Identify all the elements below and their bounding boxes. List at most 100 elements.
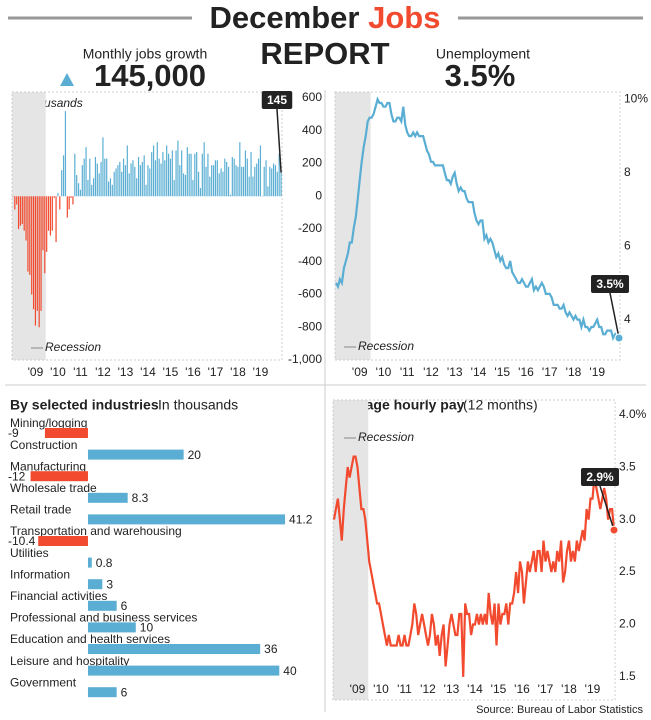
bar [143, 155, 145, 197]
bar [164, 160, 166, 197]
y-tick-label: 10% [624, 92, 648, 106]
bar [280, 172, 282, 197]
bar [179, 165, 181, 197]
bar [102, 137, 104, 197]
y-tick-label: 400 [302, 123, 322, 137]
bar [100, 161, 102, 197]
bar [166, 145, 168, 197]
x-tick-label: '18 [566, 365, 582, 379]
category-label: Leisure and hospitality [10, 654, 129, 668]
y-tick-label: -200 [298, 221, 322, 235]
bar [17, 196, 20, 230]
recession-label: Recession [358, 430, 414, 444]
bar [250, 152, 252, 197]
x-tick-label: '19 [253, 365, 269, 379]
bar [199, 188, 202, 197]
page-title: REPORT [260, 36, 389, 71]
bar [154, 160, 157, 197]
bar [190, 153, 192, 197]
bar [201, 153, 203, 197]
bar [12, 196, 14, 197]
callout-box [261, 91, 293, 109]
chart-subtitle: (12 months) [463, 397, 538, 413]
x-tick-label: '11 [73, 365, 88, 379]
x-tick-label: '15 [494, 365, 510, 379]
bar [38, 196, 40, 328]
bar [149, 168, 151, 197]
bar [117, 165, 119, 197]
bar [66, 196, 68, 218]
x-tick-label: '13 [118, 365, 134, 379]
value-label: -10.4 [8, 534, 36, 548]
callout-pointer [276, 108, 282, 173]
end-point [614, 333, 624, 343]
x-tick-label: '15 [491, 682, 507, 696]
callout-box [581, 468, 619, 486]
recession-shade [333, 400, 369, 700]
recession-shade [12, 92, 46, 360]
bar [160, 163, 162, 197]
callout-box [591, 275, 629, 293]
value-label: 36 [264, 642, 278, 656]
bar [91, 184, 93, 197]
bar [30, 471, 88, 482]
value-label: -9 [8, 426, 19, 440]
line [332, 455, 616, 677]
value-label: 8.3 [132, 491, 149, 505]
category-label: Construction [10, 438, 77, 452]
y-tick-label: 0 [315, 188, 322, 202]
x-tick-label: '18 [561, 682, 577, 696]
bar [181, 150, 183, 197]
bar [87, 449, 184, 460]
title-word: December [210, 0, 360, 35]
bar [182, 173, 185, 197]
value-label: 6 [121, 685, 128, 699]
bar [222, 171, 224, 197]
category-label: Mining/logging [10, 416, 87, 430]
title-word: Jobs [368, 0, 440, 35]
bar [79, 189, 82, 197]
bar [57, 193, 59, 197]
bar [211, 165, 213, 197]
x-tick-label: '19 [585, 682, 601, 696]
category-label: Financial activities [10, 589, 107, 603]
bar [169, 158, 172, 197]
bar [119, 161, 121, 197]
value-label: 40 [283, 664, 297, 678]
bar [162, 152, 164, 197]
bar [49, 196, 52, 236]
y-tick-label: 4.0% [619, 407, 647, 421]
x-tick-label: '14 [467, 682, 483, 696]
plot-frame [334, 91, 621, 361]
bar [167, 153, 170, 197]
bar [175, 150, 177, 197]
callout-pointer [609, 292, 620, 339]
bar [209, 176, 211, 197]
bar [257, 158, 260, 197]
bar [113, 171, 115, 197]
bar [70, 196, 72, 198]
y-tick-label: -1,000 [288, 352, 322, 366]
bar [77, 183, 80, 197]
headline: 145,000 [94, 58, 206, 93]
bar [147, 165, 149, 197]
bar [151, 152, 153, 197]
x-tick-label: '14 [140, 365, 156, 379]
bar [87, 514, 286, 525]
bar [59, 196, 61, 210]
y-tick-label: 6 [624, 238, 631, 252]
bar [31, 196, 33, 295]
bar [44, 196, 46, 274]
bar [34, 196, 37, 326]
x-tick-label: '16 [514, 682, 530, 696]
bar [87, 622, 136, 633]
bar [145, 184, 147, 197]
bar [85, 147, 87, 197]
y-tick-label: 3.5 [619, 459, 636, 473]
y-tick-label: 2.0 [619, 617, 636, 631]
x-tick-label: '09 [350, 682, 366, 696]
x-tick-label: '19 [589, 365, 605, 379]
x-tick-label: '15 [163, 365, 179, 379]
chart-title: Monthly jobs growth [83, 46, 208, 62]
